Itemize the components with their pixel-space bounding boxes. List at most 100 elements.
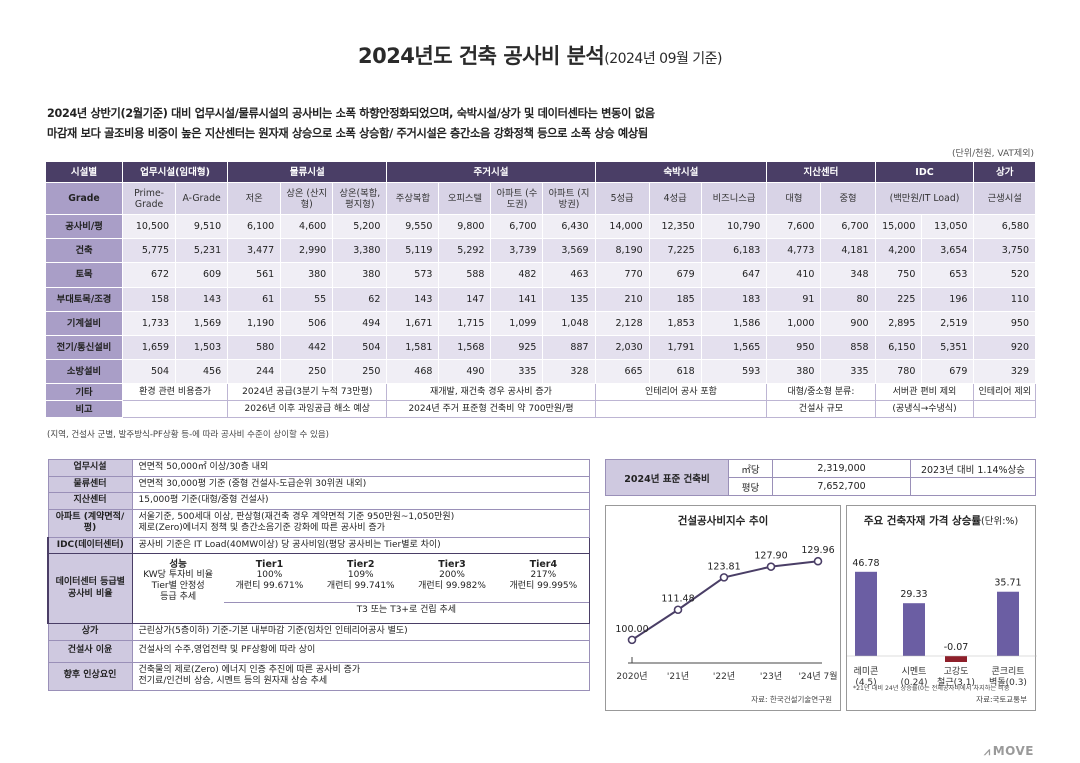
criteria-label: IDC(데이터센터): [47, 536, 133, 554]
etc-jisan: 대형/중소형 분류:: [766, 383, 876, 402]
cost-cell: 679: [921, 359, 975, 385]
grade-label: Grade: [44, 182, 124, 215]
etc-idc: 서버관 편비 제외: [874, 383, 975, 402]
material-bar-chart: 46.78 레미콘(4.5) 29.33 시멘트(0.24) -0.07 고강도철근(3.…: [847, 558, 1037, 688]
remark-hotel: [594, 400, 768, 419]
cost-cell: 920: [973, 334, 1036, 361]
cost-cell: 3,739: [490, 238, 544, 264]
cost-cell: 8,190: [594, 238, 650, 264]
cost-cell: 380: [766, 359, 822, 385]
grade-cell: 상온(복합, 평지형): [332, 182, 388, 215]
title-sub: (2024년 09월 기준): [604, 51, 723, 67]
grade-cell: 오피스텔: [438, 182, 492, 215]
tier-cell: 217%: [530, 569, 557, 580]
cost-cell: 6,580: [973, 213, 1036, 240]
tier-cell: 개런티 99.982%: [418, 580, 486, 591]
cost-cell: 185: [648, 286, 702, 312]
standard-cost-label: 2024년 표준 건축비: [605, 459, 729, 496]
cost-cell: 10,790: [700, 213, 768, 240]
cost-cell: 468: [386, 359, 440, 385]
x-tick-label: '22년: [713, 671, 735, 682]
index-point: [627, 635, 637, 645]
factor-line-2: 전기료/인건비 상승, 시멘트 등의 원자재 상승 추세: [138, 676, 328, 686]
criteria-label: 데이터센터 등급별 공사비 비율: [47, 553, 133, 624]
etc-office: 환경 관련 비용증가: [122, 383, 229, 402]
cost-cell: 110: [973, 286, 1036, 312]
grade-cell: 근생시설: [973, 182, 1036, 215]
chart-title-unit: (단위:%): [981, 516, 1019, 527]
cost-cell: 1,581: [386, 334, 440, 361]
criteria-text: 서울기준, 500세대 이상, 판상형(재건축 경우 계약면적 기준 950만원…: [131, 508, 590, 538]
cost-cell: 250: [280, 359, 334, 385]
cost-cell: 62: [332, 286, 388, 312]
blank-cell: [910, 477, 1036, 496]
grade-cell: 저온: [227, 182, 282, 215]
cost-row: 공사비/평 10,500 9,510 6,100 4,600 5,200 9,550 9,80…: [44, 213, 1036, 240]
tier-header: Tier3: [438, 558, 466, 570]
tier-cell: 등급 추세: [160, 591, 197, 602]
remark-idc: (공냉식→수냉식): [874, 400, 975, 419]
criteria-label: 업무시설: [47, 459, 133, 477]
cost-cell: 55: [280, 286, 334, 312]
cost-cell: 6,700: [490, 213, 544, 240]
cost-cell: 348: [820, 262, 876, 288]
criteria-label: 지산센터: [47, 492, 133, 510]
criteria-text: 건설사의 수주,영업전략 및 PF상황에 따라 상이: [131, 639, 590, 663]
cost-cell: 3,477: [227, 238, 282, 264]
group-header-idc: IDC: [874, 161, 975, 183]
cost-cell: 780: [874, 359, 923, 385]
unit-pyeong: 평당: [728, 477, 773, 496]
cost-cell: 2,030: [594, 334, 650, 361]
x-tick-label: '24년 7월: [798, 670, 837, 682]
criteria-label: 상가: [47, 623, 133, 641]
cost-cell: 5,292: [438, 238, 492, 264]
cost-cell: 9,800: [438, 213, 492, 240]
title-main: 2024년도 건축 공사비 분석: [357, 44, 605, 68]
group-header-office: 업무시설(임대형): [122, 161, 229, 183]
cost-cell: 618: [648, 359, 702, 385]
cost-cell: 1,791: [648, 334, 702, 361]
cost-cell: 593: [700, 359, 768, 385]
grade-cell: 대형: [766, 182, 822, 215]
tier-header: 성능: [169, 558, 187, 570]
cost-cell: 143: [175, 286, 229, 312]
tier-blank: [224, 592, 589, 603]
unit-sqm: ㎡당: [728, 459, 773, 478]
criteria-text: 연면적 50,000㎡ 이상/30층 내외: [131, 459, 590, 477]
cost-cell: 183: [700, 286, 768, 312]
cost-cell: 2,519: [921, 310, 975, 336]
index-point: [813, 556, 823, 566]
bar-category-label: 벽돌(0.3): [989, 677, 1027, 688]
row-label: 건축: [44, 238, 124, 264]
cost-cell: 672: [122, 262, 177, 288]
cost-cell: 1,503: [175, 334, 229, 361]
etc-hotel: 인테리어 공사 포함: [594, 383, 768, 402]
cost-cell: 1,853: [648, 310, 702, 336]
cost-cell: 3,569: [542, 238, 596, 264]
chart-title-text: 주요 건축자재 가격 상승률: [863, 515, 982, 527]
chart-title: 주요 건축자재 가격 상승률(단위:%): [847, 513, 1035, 528]
index-chart-panel: 건설공사비지수 추이 100.00 2020년 111.48 '21년 123.81 '2…: [605, 505, 841, 711]
cost-cell: 1,000: [766, 310, 822, 336]
cost-cell: 950: [973, 310, 1036, 336]
cost-cell: 244: [227, 359, 282, 385]
cost-cell: 925: [490, 334, 544, 361]
cost-cell: 7,600: [766, 213, 822, 240]
remark-housing: 2024년 주거 표준형 건축비 약 700만원/평: [386, 400, 596, 419]
cost-row: 기계설비 1,733 1,569 1,190 506 494 1,671 1,715 1,099…: [44, 310, 1036, 336]
cost-cell: 4,600: [280, 213, 334, 240]
row-label: 부대토목/조경: [44, 286, 124, 312]
cost-cell: 410: [766, 262, 822, 288]
grade-cell: 아파트 (지방권): [542, 182, 596, 215]
cost-cell: 482: [490, 262, 544, 288]
cost-cell: 4,181: [820, 238, 876, 264]
cost-row: 건축 5,775 5,231 3,477 2,990 3,380 5,119 5,292 3,7…: [44, 238, 1036, 264]
cost-cell: 5,351: [921, 334, 975, 361]
cost-row: 부대토목/조경 158 143 61 55 62 143 147 141 135 210 185 183…: [44, 286, 1036, 312]
bar-category-label: 철근(3.1): [937, 677, 975, 688]
value-sqm: 2,319,000: [772, 459, 911, 478]
material-bar: [997, 591, 1019, 656]
bar-data-label: -0.07: [944, 642, 969, 653]
tier-cell: 개런티 99.671%: [235, 580, 304, 591]
cost-cell: 2,990: [280, 238, 334, 264]
